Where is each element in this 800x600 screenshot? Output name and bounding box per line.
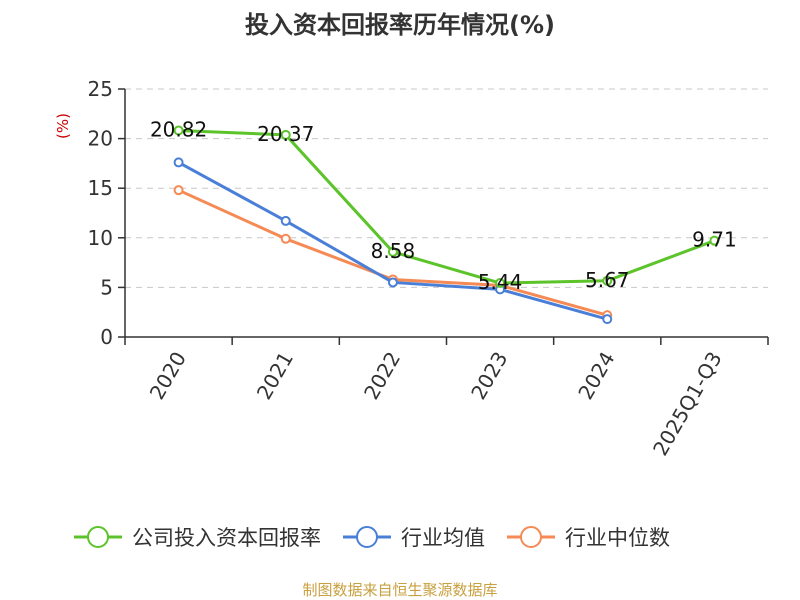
axes [118,88,769,345]
y-tick-label: 10 [88,226,113,250]
y-tick-label: 15 [88,176,113,200]
data-point [387,277,398,288]
data-point [602,314,613,325]
series-group [173,125,720,325]
data-point [495,278,506,289]
y-tick-labels: 0 5 10 15 20 25 [88,77,113,349]
x-tick-label: 2022 [359,348,405,404]
series-line [178,128,715,285]
y-axis-label: (%) [54,113,72,139]
legend-label: 公司投入资本回报率 [132,526,321,550]
data-point [173,157,184,168]
data-label: 9.71 [692,228,737,252]
data-label: 5.44 [478,270,523,294]
data-point [602,275,613,286]
x-tick-label: 2020 [145,348,191,404]
x-tick-labels: 2020 2021 2022 2023 2024 2025Q1-Q3 [145,348,727,460]
y-tick-label: 5 [100,275,113,299]
data-point [387,246,398,257]
data-point [280,215,291,226]
data-label: 20.82 [150,117,207,141]
data-label: 5.67 [585,268,630,292]
legend-label: 行业均值 [401,526,485,550]
x-tick-label: 2023 [466,348,512,404]
legend: 公司投入资本回报率 行业均值 行业中位数 [74,526,670,550]
data-point [709,235,720,246]
y-tick-label: 0 [100,325,113,349]
data-label: 8.58 [371,239,416,263]
legend-label: 行业中位数 [565,526,670,550]
legend-swatch-marker [356,526,378,548]
x-tick-label: 2024 [573,348,619,404]
data-point [280,233,291,244]
source-note: 制图数据来自恒生聚源数据库 [302,581,497,599]
y-tick-label: 20 [88,127,113,151]
x-tick-label: 2025Q1-Q3 [648,348,727,460]
legend-swatch-marker [520,526,542,548]
data-labels: 20.82 20.37 8.58 5.44 5.67 9.71 [150,117,737,294]
data-point [280,129,291,140]
x-tick-label: 2021 [252,348,298,404]
data-point [173,185,184,196]
data-point [173,125,184,136]
chart-title: 投入资本回报率历年情况(%) [245,11,555,39]
y-tick-label: 25 [88,77,113,101]
legend-swatch-marker [87,526,109,548]
data-label: 20.37 [257,122,314,146]
